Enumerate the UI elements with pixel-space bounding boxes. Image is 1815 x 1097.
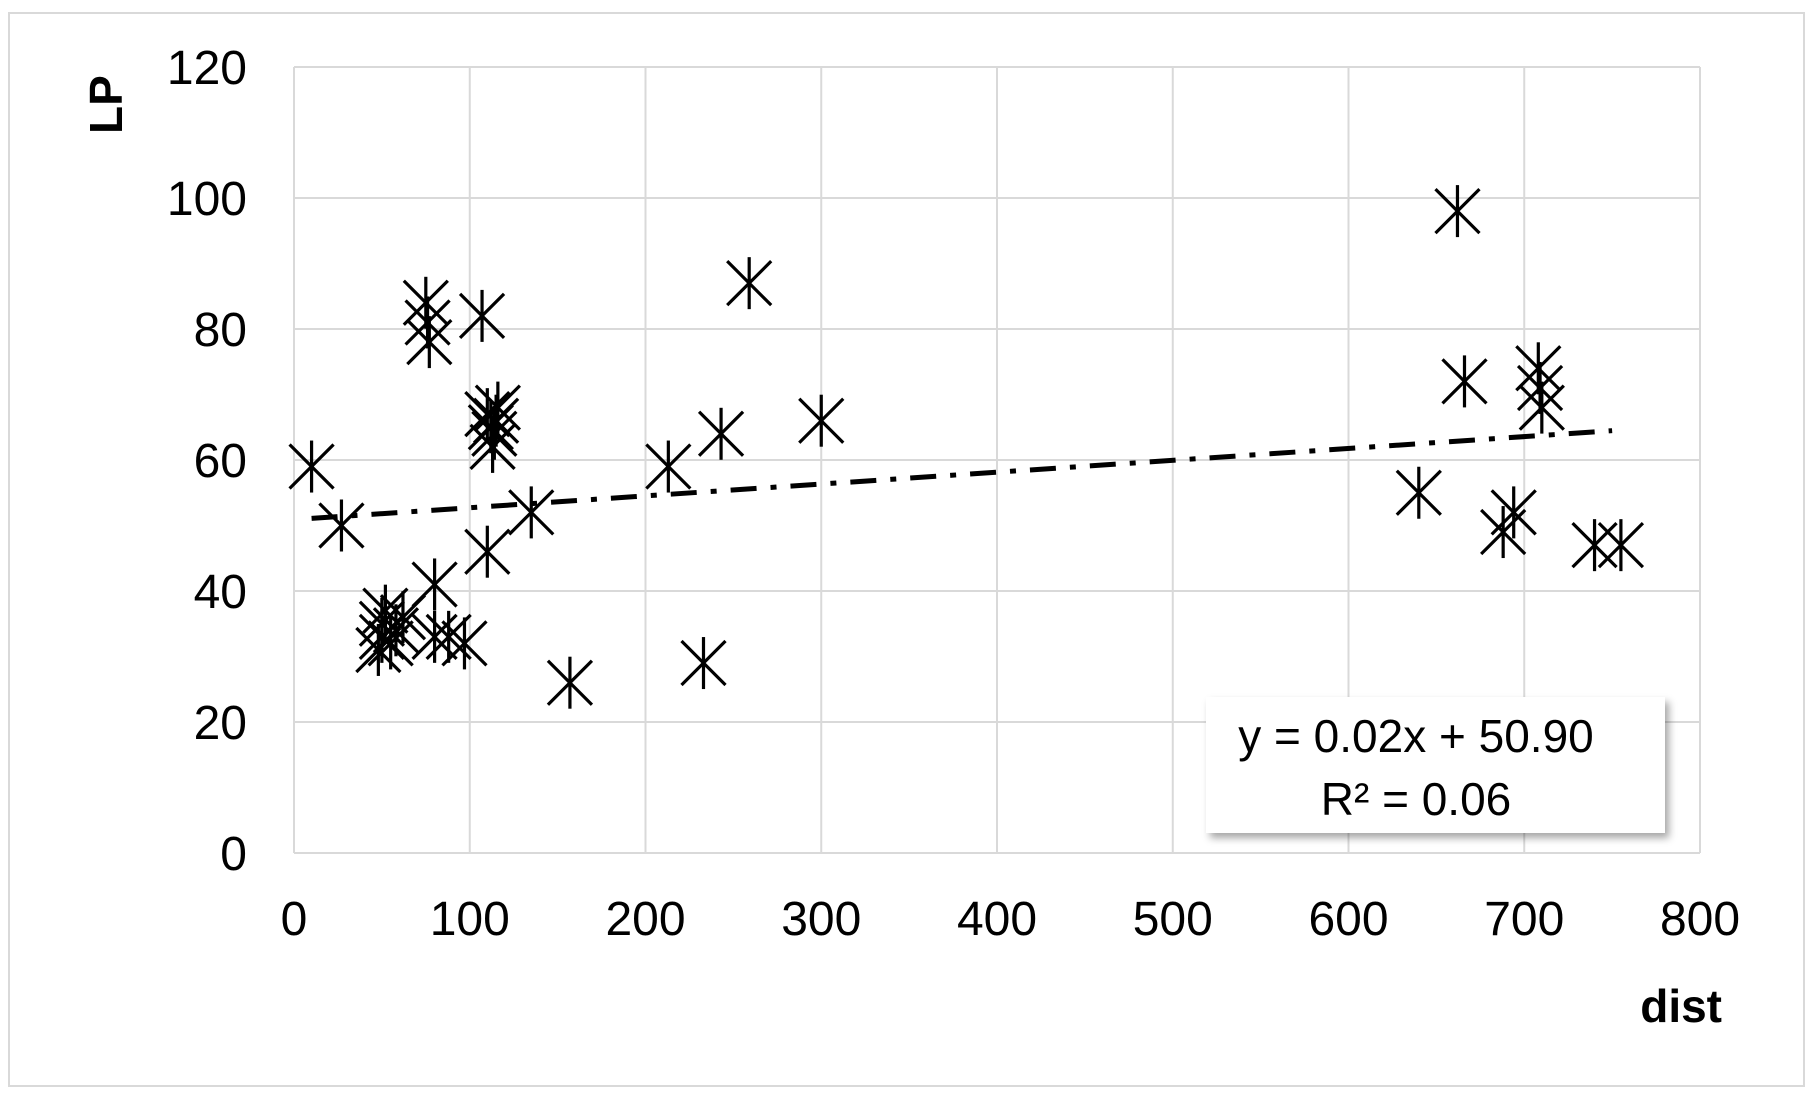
data-point <box>1434 185 1481 238</box>
data-point <box>1441 355 1488 408</box>
x-tick-label: 500 <box>1133 893 1213 946</box>
trendline-path <box>311 428 1613 521</box>
data-point <box>411 558 458 611</box>
data-point <box>1480 506 1527 559</box>
x-axis-title: dist <box>1640 980 1722 1032</box>
y-axis-title: LP <box>80 75 132 134</box>
x-tick-label: 200 <box>605 893 685 946</box>
y-tick-label: 20 <box>194 697 247 750</box>
data-point <box>697 407 745 460</box>
trendline <box>311 428 1613 521</box>
x-tick-label: 700 <box>1484 893 1564 946</box>
data-point <box>464 525 511 578</box>
equation-box-bg <box>1206 697 1665 833</box>
data-point <box>1518 381 1565 434</box>
data-point <box>441 617 488 670</box>
data-point <box>1571 519 1618 572</box>
data-point <box>372 604 420 657</box>
data-point <box>726 257 773 310</box>
x-tick-label: 300 <box>781 893 861 946</box>
trendline-equation-box: y = 0.02x + 50.90 R² = 0.06 <box>1206 697 1665 833</box>
x-tick-label: 600 <box>1308 893 1388 946</box>
data-point <box>406 316 453 369</box>
data-points <box>288 185 1645 709</box>
y-tick-label: 60 <box>194 435 247 488</box>
y-tick-label: 100 <box>167 173 247 226</box>
x-tick-label: 0 <box>281 893 308 946</box>
y-tick-label: 80 <box>194 304 247 357</box>
tick-labels: 0 100 200 300 400 500 600 700 800 0 20 40 60 80 100 120 <box>167 42 1740 946</box>
data-point <box>474 381 522 434</box>
data-point <box>1490 486 1537 539</box>
chart-frame <box>8 12 1805 1087</box>
y-tick-label: 120 <box>167 42 247 95</box>
x-tick-label: 100 <box>430 893 510 946</box>
data-point <box>1395 466 1442 519</box>
x-tick-label: 400 <box>957 893 1037 946</box>
data-point <box>1597 519 1645 572</box>
trendline-r2: R² = 0.06 <box>1321 773 1512 825</box>
data-point <box>288 440 335 493</box>
trendline-equation: y = 0.02x + 50.90 <box>1238 710 1594 762</box>
x-tick-label: 800 <box>1660 893 1740 946</box>
y-tick-label: 0 <box>220 828 247 881</box>
y-tick-label: 40 <box>194 566 247 619</box>
data-point <box>645 440 692 493</box>
data-point <box>680 637 727 690</box>
data-point <box>798 394 845 447</box>
data-point <box>472 394 520 447</box>
data-point <box>318 499 365 552</box>
data-point <box>546 656 594 709</box>
data-point <box>458 289 506 342</box>
data-point <box>508 486 555 539</box>
